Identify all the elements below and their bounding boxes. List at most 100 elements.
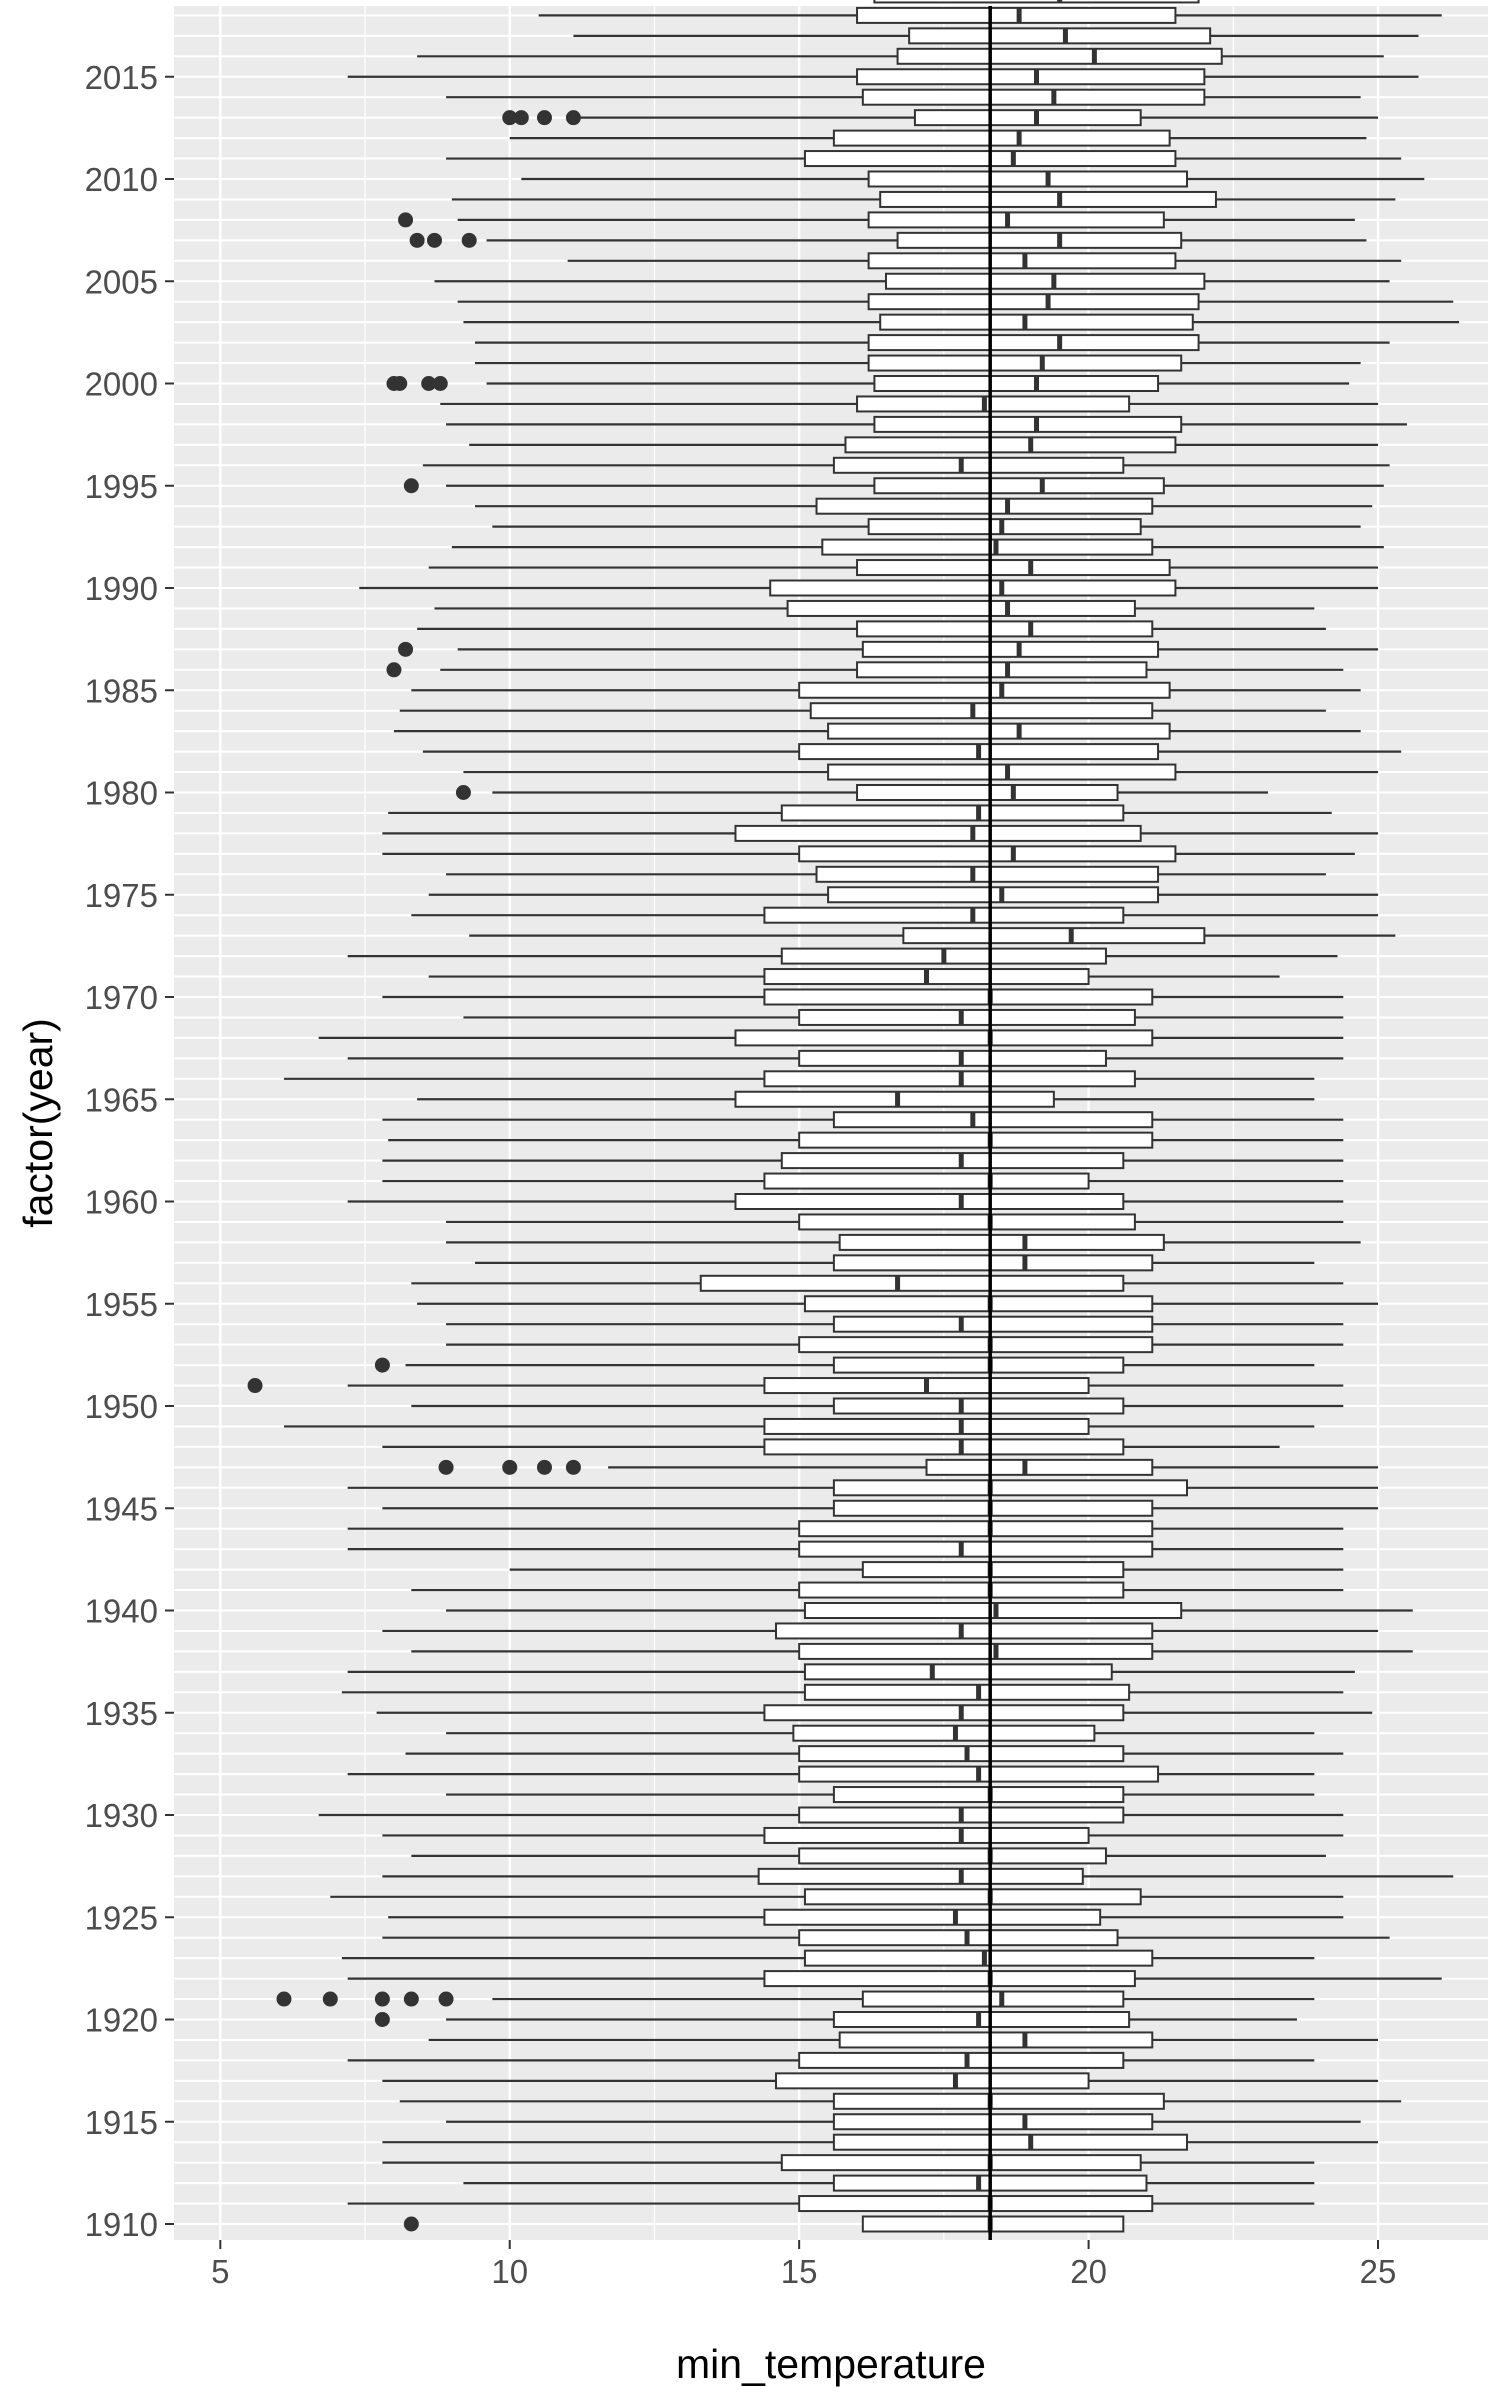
y-tick-label: 1980: [85, 775, 158, 812]
box: [832, 1786, 1125, 1804]
box: [879, 190, 1217, 208]
box: [798, 1213, 1136, 1231]
box: [867, 334, 1200, 352]
outlier-point: [403, 2216, 419, 2232]
box: [832, 1356, 1125, 1374]
box: [798, 1008, 1136, 1026]
outlier-point: [502, 110, 518, 126]
x-axis-title: min_temperature: [676, 2341, 986, 2387]
box: [838, 2031, 1154, 2049]
box: [803, 1602, 1183, 1619]
outlier-point: [374, 1991, 390, 2007]
y-tick-label: 1955: [85, 1286, 158, 1323]
box: [769, 579, 1177, 597]
box: [798, 1336, 1154, 1354]
box: [832, 1479, 1188, 1497]
box: [867, 170, 1188, 188]
outlier-point: [421, 376, 437, 391]
box: [861, 1990, 1125, 2008]
y-tick-label: 1975: [85, 877, 158, 914]
box: [832, 1111, 1154, 1129]
x-tick-label: 5: [211, 2253, 229, 2290]
box: [913, 109, 1142, 127]
box: [856, 395, 1131, 413]
y-axis-title: factor(year): [15, 1018, 61, 1228]
y-tick-label: 1960: [85, 1184, 158, 1221]
box: [856, 661, 1148, 679]
box: [763, 1908, 1102, 1926]
box: [821, 538, 1154, 556]
outlier-point: [536, 110, 552, 126]
boxes-layer: [699, 0, 1223, 2233]
box: [775, 1622, 1154, 1640]
box: [925, 1458, 1154, 1476]
outlier-point: [374, 2012, 390, 2027]
x-axis: 5 10 15 20 25: [211, 2240, 1396, 2290]
whiskers-layer: [283, 14, 1460, 2205]
box: [798, 1520, 1154, 1538]
box: [815, 497, 1154, 515]
y-tick-label: 1965: [85, 1081, 158, 1118]
y-tick-label: 2010: [85, 161, 158, 198]
box: [775, 2072, 1090, 2090]
box: [798, 1929, 1119, 1947]
x-tick-label: 10: [491, 2253, 528, 2290]
box: [798, 2195, 1154, 2213]
outlier-point: [398, 641, 414, 657]
outliers-layer: [247, 110, 581, 2232]
y-tick-label: 1970: [85, 979, 158, 1016]
x-tick-label: 15: [781, 2253, 818, 2290]
box: [873, 375, 1160, 392]
box: [832, 456, 1125, 474]
y-tick-label: 1935: [85, 1695, 158, 1732]
outlier-point: [403, 1991, 419, 2007]
box: [844, 436, 1177, 454]
box: [763, 1704, 1125, 1722]
box: [873, 0, 1200, 4]
box: [786, 599, 1136, 617]
box: [798, 1847, 1107, 1865]
y-axis: 1910 1915 1920 1925 1930 1935 1940 1945 1950 1955…: [85, 59, 174, 2243]
box: [867, 252, 1177, 270]
box: [809, 702, 1154, 720]
outlier-point: [403, 478, 419, 494]
box: [798, 681, 1171, 699]
y-tick-label: 1985: [85, 672, 158, 709]
box: [803, 1295, 1154, 1313]
box: [798, 1540, 1154, 1558]
box: [856, 620, 1154, 638]
box: [827, 722, 1171, 740]
box: [763, 1070, 1136, 1088]
box: [896, 47, 1223, 65]
y-tick-label: 2005: [85, 263, 158, 300]
box: [861, 1561, 1125, 1579]
box: [798, 1642, 1154, 1660]
outlier-point: [398, 212, 414, 228]
box: [861, 640, 1160, 658]
box: [734, 1090, 1055, 1108]
box: [734, 824, 1142, 842]
y-tick-label: 1915: [85, 2104, 158, 2141]
outlier-point: [502, 1459, 518, 1475]
y-tick-label: 1910: [85, 2206, 158, 2243]
box: [827, 763, 1177, 781]
outlier-point: [426, 232, 442, 248]
y-tick-label: 2015: [85, 59, 158, 96]
outlier-point: [536, 1459, 552, 1475]
box: [763, 1417, 1090, 1435]
outlier-point: [438, 1459, 454, 1475]
box: [879, 313, 1194, 331]
box: [798, 2051, 1125, 2069]
box: [867, 211, 1165, 229]
box: [798, 845, 1177, 863]
outlier-point: [322, 1991, 338, 2007]
box: [832, 2011, 1131, 2028]
box: [832, 1254, 1154, 1272]
y-tick-label: 1990: [85, 570, 158, 607]
box: [861, 2215, 1125, 2233]
box: [763, 1826, 1090, 1844]
box: [867, 518, 1142, 536]
y-tick-label: 1995: [85, 468, 158, 505]
box: [873, 415, 1183, 433]
